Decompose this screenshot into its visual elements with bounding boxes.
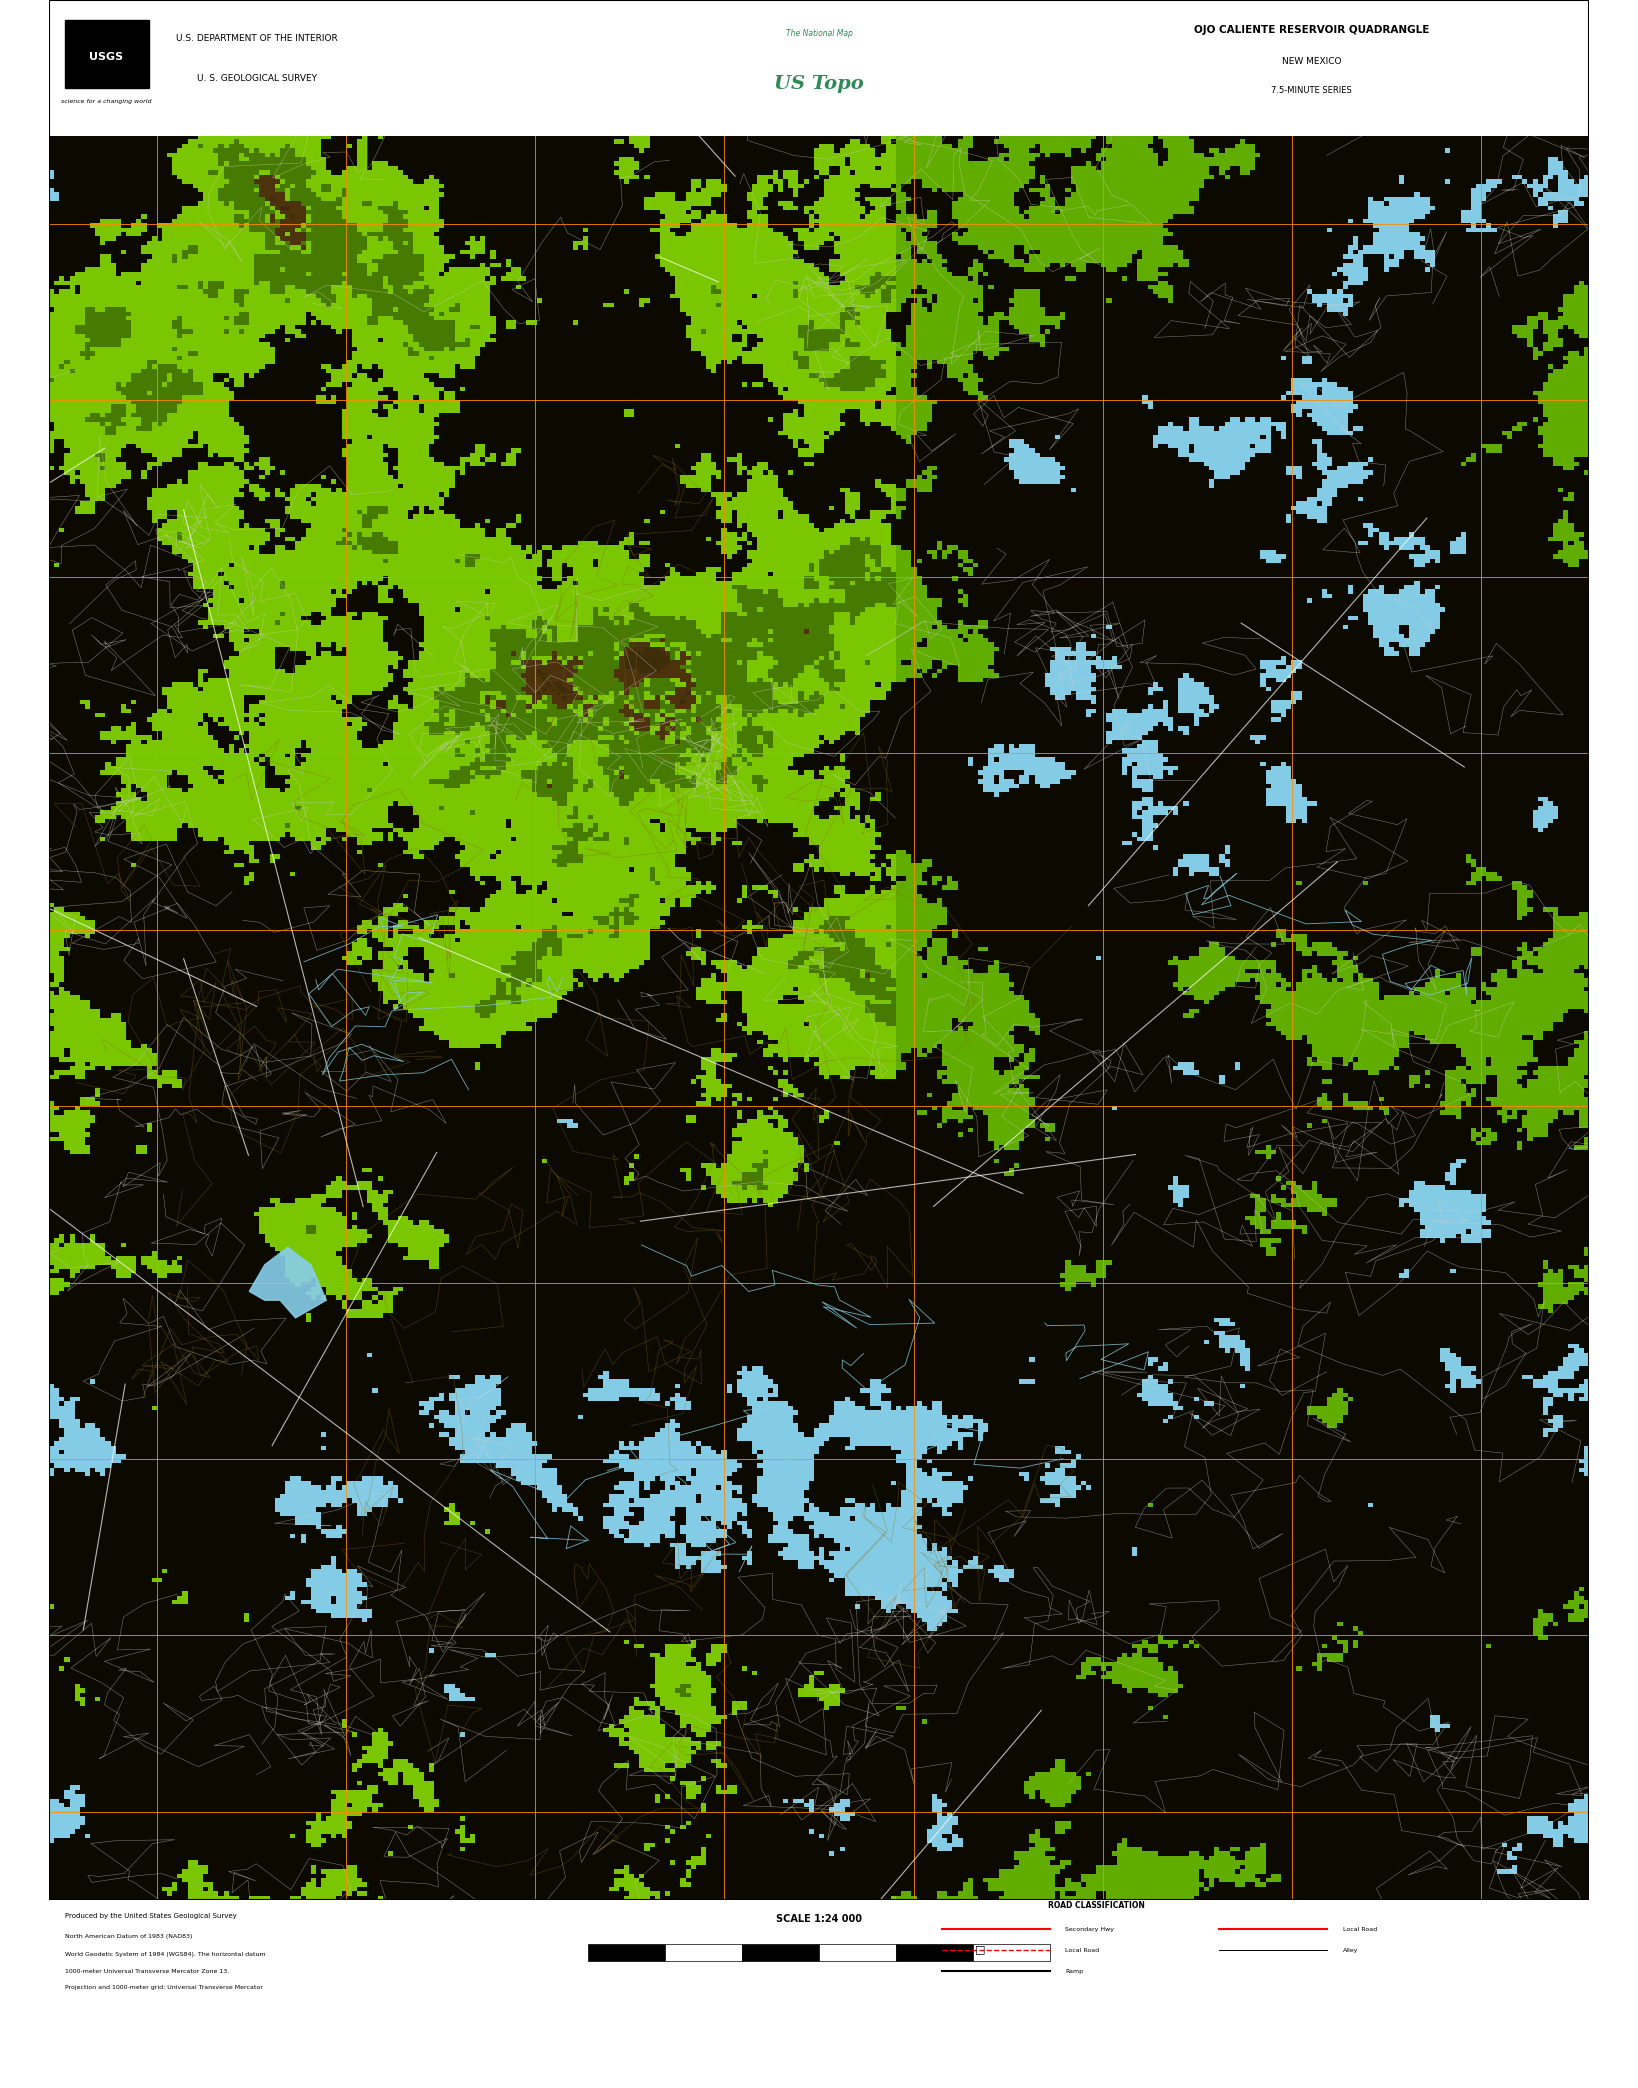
Text: NEW MEXICO: NEW MEXICO [1283, 56, 1342, 65]
Text: Local Road: Local Road [1065, 1948, 1099, 1952]
Text: Local Road: Local Road [1343, 1927, 1376, 1931]
Bar [973, 1944, 1050, 1961]
Text: The National Map: The National Map [786, 29, 852, 38]
Text: Projection and 1000-meter grid: Universal Transverse Mercator: Projection and 1000-meter grid: Universa… [64, 1986, 262, 1990]
Text: World Geodetic System of 1984 (WGS84). The horizontal datum: World Geodetic System of 1984 (WGS84). T… [64, 1952, 265, 1956]
Text: U.S. DEPARTMENT OF THE INTERIOR: U.S. DEPARTMENT OF THE INTERIOR [177, 33, 337, 42]
Text: USGS: USGS [88, 52, 123, 63]
Text: U. S. GEOLOGICAL SURVEY: U. S. GEOLOGICAL SURVEY [197, 75, 318, 84]
Text: US Topo: US Topo [775, 75, 863, 94]
Bar [665, 1944, 742, 1961]
Text: SCALE 1:24 000: SCALE 1:24 000 [776, 1915, 862, 1923]
Text: Secondary Hwy: Secondary Hwy [1065, 1927, 1114, 1931]
Text: ROAD CLASSIFICATION: ROAD CLASSIFICATION [1048, 1902, 1145, 1911]
Bar [819, 1944, 896, 1961]
Text: Alley: Alley [1343, 1948, 1358, 1952]
Bar [588, 1944, 665, 1961]
Text: Produced by the United States Geological Survey: Produced by the United States Geological… [64, 1913, 236, 1919]
Text: North American Datum of 1983 (NAD83): North American Datum of 1983 (NAD83) [64, 1933, 192, 1940]
Bar [896, 1944, 973, 1961]
Text: 1000-meter Universal Transverse Mercator Zone 13.: 1000-meter Universal Transverse Mercator… [64, 1969, 229, 1973]
Text: 7.5-MINUTE SERIES: 7.5-MINUTE SERIES [1271, 86, 1351, 96]
Text: science for a changing world: science for a changing world [61, 100, 151, 104]
Text: Ramp: Ramp [1065, 1969, 1083, 1973]
Polygon shape [249, 1247, 326, 1318]
Text: □: □ [975, 1944, 986, 1954]
Bar [64, 21, 149, 88]
Text: OJO CALIENTE RESERVOIR QUADRANGLE: OJO CALIENTE RESERVOIR QUADRANGLE [1194, 25, 1430, 35]
Bar [742, 1944, 819, 1961]
